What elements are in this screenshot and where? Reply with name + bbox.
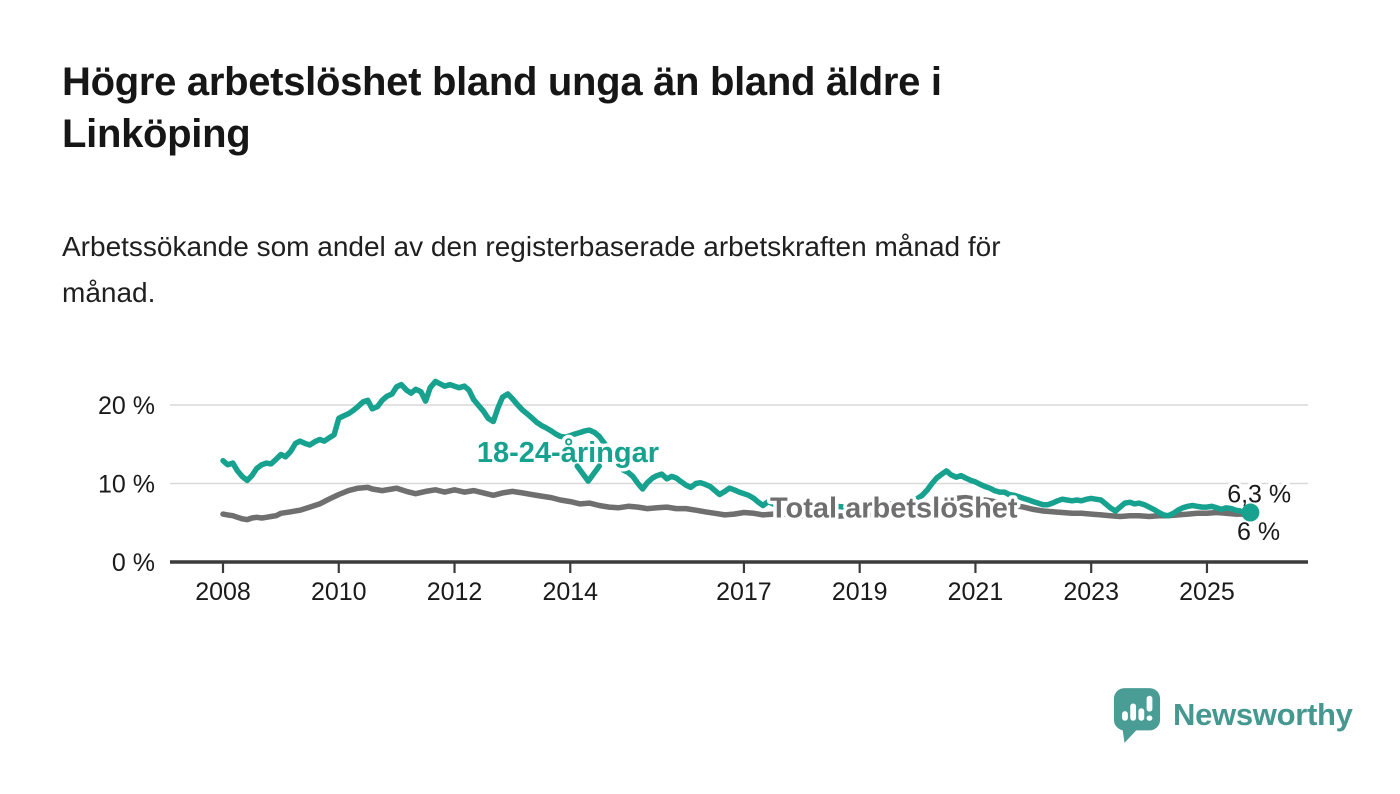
y-axis-label: 10 % <box>98 471 155 499</box>
end-value-total: 6 % <box>1237 518 1280 546</box>
end-value-young: 6,3 % <box>1227 480 1291 508</box>
x-axis-label: 2019 <box>832 578 888 606</box>
page-title: Högre arbetslöshet bland unga än bland ä… <box>62 60 942 156</box>
x-axis-label: 2025 <box>1179 578 1235 606</box>
down-arrow-icon <box>574 463 602 484</box>
x-axis-label: 2010 <box>311 578 367 606</box>
newsworthy-wordmark: Newsworthy <box>1173 697 1353 732</box>
total-series-label: Total arbetslöshet <box>770 492 1018 524</box>
x-axis-label: 2017 <box>716 578 772 606</box>
y-axis-label: 20 % <box>98 392 155 420</box>
x-axis-label: 2008 <box>195 578 251 606</box>
y-axis-label: 0 % <box>112 549 155 577</box>
newsworthy-logo: Newsworthy <box>1112 686 1353 744</box>
x-axis-label: 2023 <box>1063 578 1119 606</box>
young-series-label: 18-24-åringar <box>477 437 659 469</box>
series-line-young <box>220 378 1254 519</box>
page-subtitle: Arbetssökande som andel av den registerb… <box>62 231 1001 308</box>
x-axis-label: 2012 <box>427 578 483 606</box>
series-line-total <box>220 484 1254 523</box>
x-axis-label: 2021 <box>948 578 1004 606</box>
newsworthy-speech-bubble-bar-chart-icon <box>1113 688 1161 743</box>
series-end-dot <box>1241 503 1260 522</box>
x-axis-label: 2014 <box>542 578 598 606</box>
